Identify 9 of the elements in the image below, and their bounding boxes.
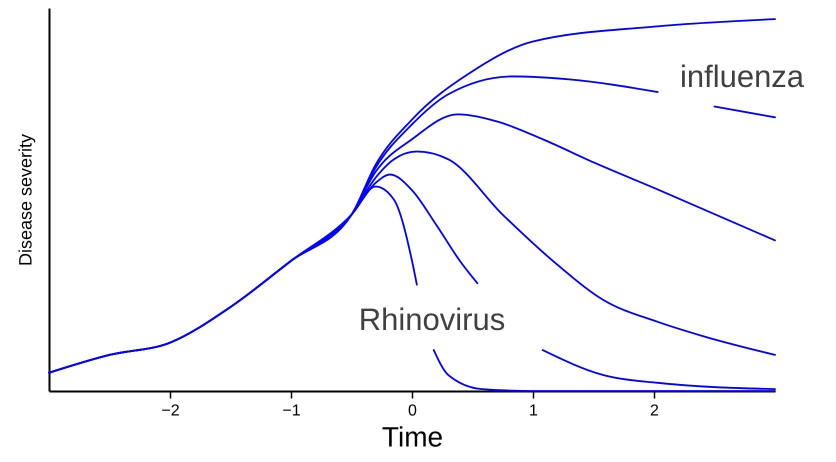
x-tick-label: −2 <box>161 402 180 420</box>
x-tick-label: 2 <box>650 402 660 420</box>
x-tick-label: 0 <box>408 402 418 420</box>
x-tick-label: −1 <box>282 402 301 420</box>
x-axis-title: Time <box>382 422 444 452</box>
annotation: influenza <box>680 59 804 95</box>
y-axis-title: Disease severity <box>16 134 36 266</box>
x-tick-label: 1 <box>529 402 538 420</box>
annotation: Rhinovirus <box>358 302 506 338</box>
